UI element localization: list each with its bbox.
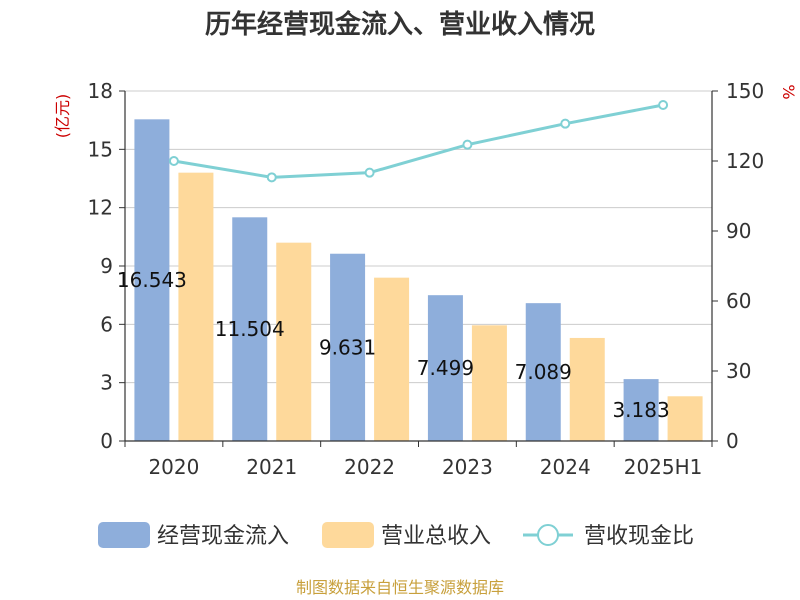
x-tick-label: 2021 (246, 455, 297, 479)
cash-inflow-value-label: 16.543 (117, 268, 187, 292)
left-axis-unit: (亿元) (53, 94, 72, 139)
bars (134, 119, 703, 441)
revenue-bar (667, 396, 703, 441)
x-tick-label: 2024 (540, 455, 591, 479)
revenue-bar (471, 325, 507, 441)
right-tick-label: 60 (726, 289, 751, 313)
cash-inflow-bar (427, 295, 463, 441)
cash-inflow-bar (330, 253, 366, 441)
cash-inflow-value-label: 11.504 (215, 317, 285, 341)
revenue-bar (374, 277, 410, 441)
ratio-point (168, 156, 179, 166)
ratio-line (168, 100, 669, 183)
left-tick-label: 15 (88, 137, 113, 161)
legend-marker-ratio (537, 524, 559, 546)
cash-inflow-value-label: 9.631 (319, 335, 376, 359)
axes: 0 3 6 9 12 15 18 0 30 60 90 120 150 2020 2021 2022 2023 2… (88, 79, 765, 479)
right-axis-unit: % (779, 84, 798, 99)
x-tick-label: 2022 (344, 455, 395, 479)
ratio-point (266, 172, 277, 183)
cash-inflow-bar (623, 379, 659, 441)
bar-labels: 16.543 11.504 9.631 7.499 7.089 3.183 (117, 268, 670, 422)
source-note: 制图数据来自恒生聚源数据库 (296, 578, 504, 597)
right-tick-label: 0 (726, 429, 739, 453)
left-tick-label: 9 (100, 254, 113, 278)
revenue-bar (276, 242, 312, 441)
ratio-point (364, 167, 375, 178)
ratio-line-path (173, 103, 664, 179)
left-tick-label: 3 (100, 371, 113, 395)
legend-label-ratio: 营收现金比 (584, 524, 694, 549)
ratio-point (560, 118, 571, 129)
ratio-point (658, 100, 669, 110)
revenue-bar (569, 337, 605, 441)
right-tick-label: 150 (726, 79, 764, 103)
ratio-point (462, 139, 473, 150)
cash-inflow-bar (134, 119, 170, 441)
cash-inflow-value-label: 7.089 (515, 360, 572, 384)
left-tick-label: 18 (88, 79, 113, 103)
x-tick-label: 2023 (442, 455, 493, 479)
chart-title: 历年经营现金流入、营业收入情况 (205, 9, 595, 40)
right-tick-label: 30 (726, 359, 751, 383)
legend-label-revenue: 营业总收入 (381, 524, 491, 549)
x-tick-label: 2020 (148, 455, 199, 479)
legend: 经营现金流入 营业总收入 营收现金比 (98, 522, 694, 549)
legend-swatch-revenue (322, 522, 374, 548)
left-tick-label: 6 (100, 312, 113, 336)
cash-inflow-value-label: 3.183 (612, 398, 669, 422)
right-tick-label: 120 (726, 149, 764, 173)
x-tick-label: 2025H1 (624, 455, 703, 479)
cash-inflow-bar (525, 303, 561, 441)
right-tick-label: 90 (726, 219, 751, 243)
revenue-bar (178, 172, 214, 441)
legend-label-cash-inflow: 经营现金流入 (157, 524, 289, 549)
cash-inflow-bar (232, 217, 268, 441)
left-tick-label: 12 (88, 196, 113, 220)
left-tick-label: 0 (100, 429, 113, 453)
legend-swatch-cash-inflow (98, 522, 150, 548)
gridlines (125, 90, 712, 384)
cash-inflow-value-label: 7.499 (417, 356, 474, 380)
